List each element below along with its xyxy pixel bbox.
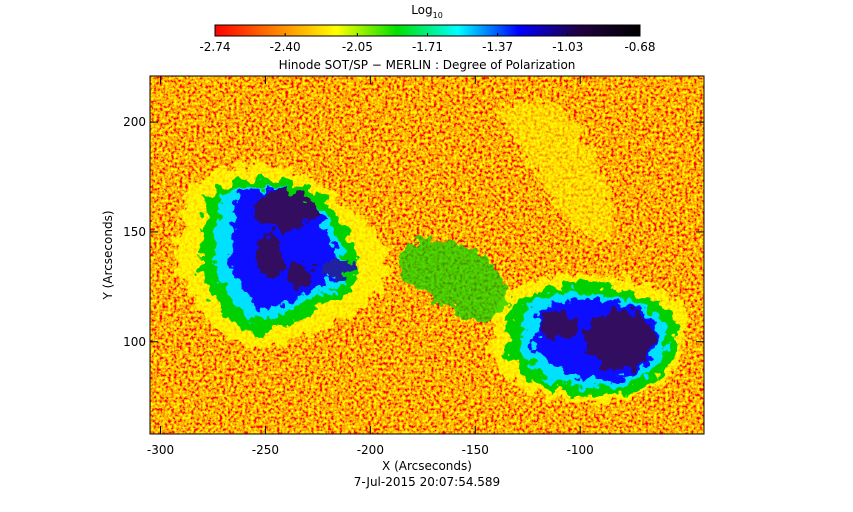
plot-frame [149, 75, 705, 435]
colorbar-tick-label: -2.05 [342, 40, 373, 54]
chart-subtitle: 7-Jul-2015 20:07:54.589 [354, 475, 500, 489]
colorbar-tick-label: -1.37 [482, 40, 513, 54]
colorbar-label: Log10 [411, 3, 443, 20]
y-tick-label: 100 [123, 335, 146, 349]
x-tick-label: -300 [147, 443, 174, 457]
x-tick-label: -100 [567, 443, 594, 457]
x-axis-label: X (Arcseconds) [382, 459, 472, 473]
active-regions [175, 101, 688, 403]
y-axis-label: Y (Arcseconds) [101, 210, 115, 300]
x-tick-label: -150 [462, 443, 489, 457]
y-tick-label: 150 [123, 225, 146, 239]
colorbar-tick-label: -2.40 [270, 40, 301, 54]
polarization-map [150, 76, 704, 434]
y-tick-label: 200 [123, 115, 146, 129]
colorbar-tick-label: -0.68 [624, 40, 655, 54]
colorbar-tick-label: -1.03 [552, 40, 583, 54]
colorbar-tick-label: -1.71 [412, 40, 443, 54]
x-tick-label: -200 [357, 443, 384, 457]
colorbar-tick-label: -2.74 [199, 40, 230, 54]
chart-title: Hinode SOT/SP − MERLIN : Degree of Polar… [279, 58, 576, 72]
x-tick-label: -250 [252, 443, 279, 457]
